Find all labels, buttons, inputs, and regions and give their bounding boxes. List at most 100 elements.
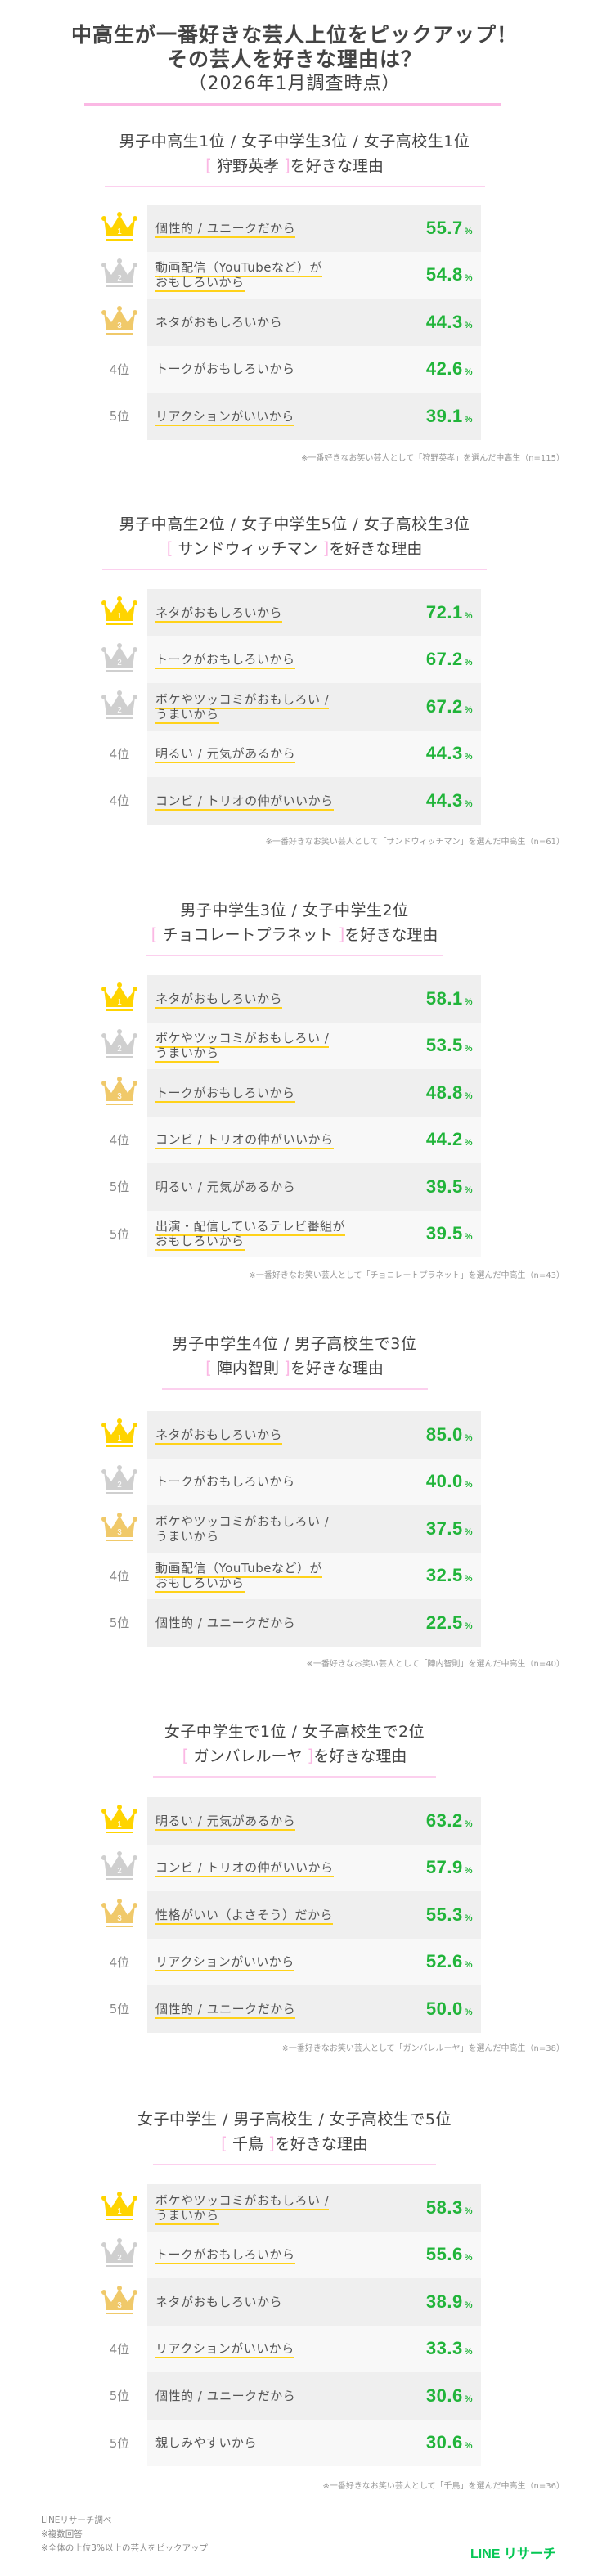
- section-divider: [161, 1388, 428, 1390]
- svg-text:3: 3: [117, 1914, 122, 1923]
- rank-indicator: 5位: [97, 1599, 142, 1646]
- rank-indicator: 5位: [97, 1211, 142, 1257]
- percent-symbol: %: [464, 1090, 473, 1101]
- reason-text: 明るい / 元気があるから: [155, 746, 376, 764]
- bracket-close-icon: ]: [307, 1746, 314, 1765]
- reason-text: トークがおもしろいから: [155, 362, 376, 376]
- reason-text-line: 個性的 / ユニークだから: [155, 2001, 296, 2019]
- crown-rank-3-icon: 3: [101, 1075, 138, 1111]
- reason-text-line: 明るい / 元気があるから: [155, 1179, 296, 1194]
- reason-text-line: ボケやツッコミがおもしろい /: [155, 691, 330, 709]
- reason-text-line: おもしろいから: [155, 1576, 245, 1594]
- crown-rank-1-icon: 1: [101, 210, 138, 246]
- reasons-table: 1 明るい / 元気があるから 63.2% 2 コンビ / トリオの仲がいいから…: [101, 1797, 481, 2033]
- sample-note: ※一番好きなお笑い芸人として「陣内智則」を選んだ中高生（n=40）: [306, 1660, 564, 1669]
- rank-label: 5位: [109, 2002, 130, 2017]
- rank-indicator: 4位: [97, 731, 142, 777]
- table-row: 1 ネタがおもしろいから 72.1%: [101, 589, 481, 636]
- percent-value: 72.1%: [425, 601, 473, 623]
- rank-indicator: 5位: [97, 393, 142, 439]
- percent-symbol: %: [464, 1480, 473, 1490]
- section-heading: 男子中高生2位 / 女子中学生5位 / 女子高校生3位 [ サンドウィッチマン …: [0, 514, 589, 570]
- reason-text-line: ネタがおもしろいから: [155, 2294, 283, 2309]
- reason-text-line: コンビ / トリオの仲がいいから: [155, 793, 334, 811]
- section-rank-line: 男子中高生1位 / 女子中学生3位 / 女子高校生1位: [119, 133, 470, 151]
- reason-text-line: 動画配信（YouTubeなど）が: [155, 1561, 322, 1579]
- title-divider: [84, 103, 501, 106]
- reason-text: ネタがおもしろいから: [155, 991, 376, 1009]
- reason-text-line: 性格がいい（よさそう）だから: [155, 1907, 334, 1925]
- reason-text-line: 個性的 / ユニークだから: [155, 1615, 296, 1630]
- section-name-line: [ サンドウィッチマン ]を好きな理由: [0, 537, 589, 560]
- section-name-line: [ 狩野英孝 ]を好きな理由: [0, 154, 589, 178]
- crown-rank-2-icon: 2: [101, 1463, 138, 1499]
- percent-symbol: %: [464, 798, 473, 809]
- section-suffix: を好きな理由: [274, 2135, 368, 2153]
- percent-value: 37.5%: [425, 1517, 473, 1539]
- bracket-open-icon: [: [221, 2133, 227, 2153]
- rank-indicator: 1: [97, 1797, 142, 1844]
- rank-indicator: 1: [97, 2184, 142, 2231]
- title-line-3: （2026年1月調査時点）: [188, 74, 401, 94]
- footer-notes: LINEリサーチ調べ ※複数回答 ※全体の上位3%以上の芸人をピックアップ: [41, 2514, 208, 2556]
- reason-text: ボケやツッコミがおもしろい / うまいから: [155, 1031, 376, 1063]
- reason-text: 性格がいい（よさそう）だから: [155, 1907, 376, 1925]
- rank-label: 5位: [109, 1226, 130, 1242]
- percent-value: 44.3%: [425, 311, 473, 332]
- section-5: 女子中学生で1位 / 女子高校生で2位 [ ガンバレルーヤ ]を好きな理由: [0, 1721, 589, 1778]
- reason-text: ネタがおもしろいから: [155, 1427, 376, 1445]
- percent-value: 55.7%: [425, 217, 473, 238]
- reason-text: 出演・配信しているテレビ番組が おもしろいから: [155, 1219, 376, 1252]
- reason-text-line: ネタがおもしろいから: [155, 314, 283, 330]
- comedian-name: ガンバレルーヤ: [193, 1747, 303, 1765]
- reason-text: 明るい / 元気があるから: [155, 1180, 376, 1194]
- comedian-name: チョコレートプラネット: [162, 926, 334, 944]
- reason-text: 個性的 / ユニークだから: [155, 2389, 376, 2403]
- bracket-close-icon: ]: [322, 538, 330, 558]
- svg-text:2: 2: [117, 659, 122, 668]
- section-heading: 男子中学生4位 / 男子高校生で3位 [ 陣内智則 ]を好きな理由: [0, 1333, 589, 1390]
- reason-text: 動画配信（YouTubeなど）が おもしろいから: [155, 1561, 376, 1594]
- section-divider: [104, 186, 485, 187]
- percent-symbol: %: [464, 1574, 473, 1585]
- rank-label: 4位: [109, 746, 130, 762]
- section-4: 男子中学生4位 / 男子高校生で3位 [ 陣内智則 ]を好きな理由: [0, 1333, 589, 1390]
- rank-indicator: 5位: [97, 1985, 142, 2032]
- percent-symbol: %: [464, 1432, 473, 1443]
- svg-text:2: 2: [117, 274, 122, 283]
- section-rank-line: 女子中学生で1位 / 女子高校生で2位: [164, 1723, 425, 1741]
- percent-value: 42.6%: [425, 358, 473, 380]
- table-row: 5位 親しみやすいから 30.6%: [110, 2419, 481, 2466]
- percent-value: 32.5%: [425, 1565, 473, 1586]
- reason-text: リアクションがいいから: [155, 2341, 376, 2359]
- reason-text: ボケやツッコミがおもしろい / うまいから: [155, 2192, 376, 2225]
- reason-text-line: 親しみやすいから: [155, 2435, 258, 2451]
- reason-text: トークがおもしろいから: [155, 652, 376, 670]
- reason-text: リアクションがいいから: [155, 408, 376, 426]
- percent-symbol: %: [464, 2253, 473, 2264]
- percent-symbol: %: [464, 1913, 473, 1923]
- rank-label: 4位: [109, 793, 130, 809]
- table-row: 1 明るい / 元気があるから 63.2%: [101, 1797, 481, 1845]
- svg-text:3: 3: [117, 321, 122, 330]
- rank-label: 4位: [109, 1568, 130, 1584]
- reasons-table: 1 ボケやツッコミがおもしろい / うまいから 58.3% 2 トークがおもしろい…: [101, 2184, 481, 2466]
- table-row: 4位 明るい / 元気があるから 44.3%: [110, 730, 481, 777]
- section-suffix: を好きな理由: [344, 926, 438, 944]
- crown-rank-2-icon: 2: [101, 1027, 138, 1063]
- rank-label: 5位: [109, 2389, 130, 2404]
- percent-symbol: %: [464, 1818, 473, 1829]
- reason-text: ネタがおもしろいから: [155, 315, 376, 330]
- percent-symbol: %: [464, 2205, 473, 2216]
- reason-text: トークがおもしろいから: [155, 1474, 376, 1489]
- rank-indicator: 2: [97, 636, 142, 683]
- crown-rank-3-icon: 3: [101, 1511, 138, 1547]
- rank-indicator: 4位: [97, 1553, 142, 1599]
- section-suffix: を好きな理由: [290, 157, 384, 175]
- footer-source: LINEリサーチ調べ: [41, 2515, 112, 2525]
- reasons-table: 1 個性的 / ユニークだから 55.7% 2 動画配信（YouTubeなど）が…: [101, 205, 481, 440]
- reason-text-line: トークがおもしろいから: [155, 652, 295, 670]
- percent-value: 55.6%: [425, 2244, 473, 2265]
- section-6: 女子中学生 / 男子高校生 / 女子高校生で5位 [ 千鳥 ]を好きな理由: [0, 2109, 589, 2165]
- rank-indicator: 5位: [97, 1163, 142, 1210]
